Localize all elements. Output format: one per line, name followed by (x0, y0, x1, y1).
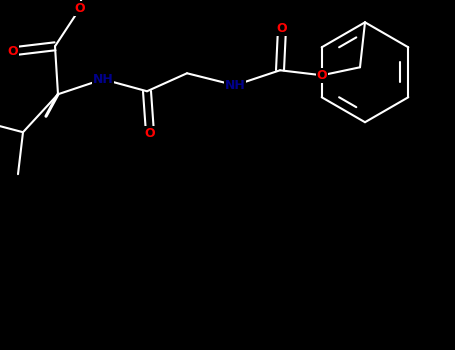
Text: NH: NH (225, 79, 245, 92)
Text: O: O (277, 22, 287, 35)
Text: O: O (8, 45, 18, 58)
Text: NH: NH (93, 73, 113, 86)
Text: O: O (317, 69, 327, 82)
Text: O: O (75, 2, 86, 15)
Text: O: O (145, 127, 155, 140)
